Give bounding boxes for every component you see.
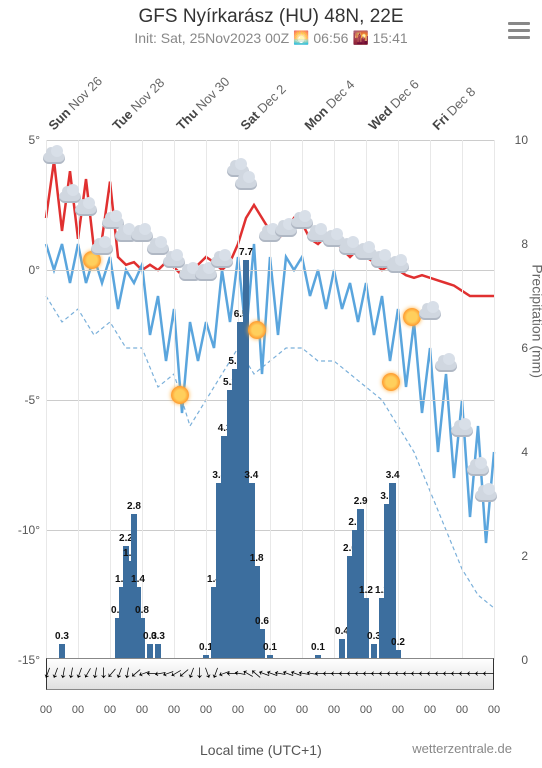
precip-bar-label: 0.2 (391, 637, 405, 648)
chart-header: GFS Nyírkarász (HU) 48N, 22E Init: Sat, … (0, 0, 542, 46)
x-tick-label: 00 (136, 704, 148, 716)
grid-line-v (366, 140, 367, 660)
y-right-tick-label: 6 (521, 341, 528, 355)
y-right-tick-label: 0 (521, 653, 528, 667)
attribution: wetterzentrale.de (412, 741, 512, 756)
precip-bar-label: 1.4 (131, 574, 145, 585)
x-tick-label: 00 (72, 704, 84, 716)
precip-bar-label: 3.4 (244, 470, 258, 481)
grid-line-v (462, 140, 463, 660)
sunset-time: 15:41 (373, 30, 408, 46)
day-label: Wed Dec 6 (365, 77, 421, 133)
x-tick-label: 00 (104, 704, 116, 716)
precip-bar (363, 598, 370, 660)
y-left-tick-label: -10° (6, 523, 40, 537)
x-tick-label: 00 (232, 704, 244, 716)
cloud-icon (387, 261, 415, 281)
x-axis-label: Local time (UTC+1) (200, 742, 322, 758)
day-label: Sun Nov 26 (45, 73, 105, 133)
y-right-tick-label: 10 (515, 133, 528, 147)
cloud-icon (75, 204, 103, 224)
x-tick-label: 00 (40, 704, 52, 716)
precip-bar (389, 483, 396, 660)
y-left-tick-label: 0° (6, 263, 40, 277)
cloud-icon (451, 425, 479, 445)
x-tick-label: 00 (392, 704, 404, 716)
grid-line-v (398, 140, 399, 660)
wind-arrow: ↑ (477, 669, 498, 678)
precip-bar-label: 2.9 (354, 496, 368, 507)
y-left-tick-label: -5° (6, 393, 40, 407)
init-time: Init: Sat, 25Nov2023 00Z (134, 30, 289, 46)
grid-line-v (494, 140, 495, 660)
grid-line-v (46, 140, 47, 660)
precip-bar-label: 0.3 (151, 631, 165, 642)
y-right-tick-label: 2 (521, 549, 528, 563)
sun-icon (248, 321, 276, 341)
cloud-icon (235, 178, 263, 198)
x-tick-label: 00 (360, 704, 372, 716)
y2-axis-title: Precipitation (mm) (530, 264, 542, 378)
cloud-icon (211, 256, 239, 276)
grid-line-v (334, 140, 335, 660)
cloud-icon (43, 152, 71, 172)
x-tick-label: 00 (488, 704, 500, 716)
y-left-tick-label: -15° (6, 653, 40, 667)
day-label: Sat Dec 2 (237, 82, 288, 133)
y-left-tick-label: 5° (6, 133, 40, 147)
menu-button[interactable] (508, 18, 530, 43)
wind-arrow-strip: ↑↑↑↑↑↑↑↑↑↑↑↑↑↑↑↑↑↑↑↑↑↑↑↑↑↑↑↑↑↑↑↑↑↑↑↑↑↑↑↑… (46, 658, 494, 690)
precip-bar (339, 639, 346, 660)
x-tick-label: 00 (296, 704, 308, 716)
day-label: Thu Nov 30 (173, 74, 232, 133)
grid-line-v (270, 140, 271, 660)
chart-title: GFS Nyírkarász (HU) 48N, 22E (0, 6, 542, 28)
x-tick-label: 00 (264, 704, 276, 716)
precip-bar-label: 0.1 (311, 642, 325, 653)
cloud-icon (475, 490, 503, 510)
sunset-icon: 🌇 (352, 30, 368, 46)
precip-bar-label: 1.2 (359, 585, 373, 596)
x-tick-label: 00 (200, 704, 212, 716)
x-tick-label: 00 (168, 704, 180, 716)
y-right-tick-label: 4 (521, 445, 528, 459)
sunrise-icon: 🌅 (293, 30, 309, 46)
precip-bar-label: 2.8 (127, 501, 141, 512)
precip-bar-label: 0.8 (135, 605, 149, 616)
day-label: Mon Dec 4 (301, 77, 357, 133)
precip-bar-label: 7.7 (239, 247, 253, 258)
sun-icon (382, 373, 410, 393)
y-right-tick-label: 8 (521, 237, 528, 251)
x-tick-label: 00 (456, 704, 468, 716)
meteogram-chart: GFS Nyírkarász (HU) 48N, 22E Init: Sat, … (0, 0, 542, 768)
precip-bar-label: 3.4 (386, 470, 400, 481)
precip-bar-label: 0.3 (55, 631, 69, 642)
x-tick-label: 00 (328, 704, 340, 716)
sunrise-time: 06:56 (313, 30, 348, 46)
precip-bar-label: 0.1 (263, 642, 277, 653)
precip-bar-label: 0.6 (255, 616, 269, 627)
x-tick-label: 00 (424, 704, 436, 716)
cloud-icon (419, 308, 447, 328)
cloud-icon (435, 360, 463, 380)
chart-subtitle: Init: Sat, 25Nov2023 00Z 🌅 06:56 🌇 15:41 (0, 30, 542, 46)
day-label: Tue Nov 28 (109, 75, 167, 133)
grid-line-v (430, 140, 431, 660)
cloud-icon (467, 464, 495, 484)
precip-bar-label: 1.8 (250, 553, 264, 564)
sun-icon (171, 386, 199, 406)
day-label: Fri Dec 8 (429, 84, 478, 133)
plot-area: -15°-10°-5°0°5°02468100.30.81.42.21.92.8… (46, 140, 494, 660)
